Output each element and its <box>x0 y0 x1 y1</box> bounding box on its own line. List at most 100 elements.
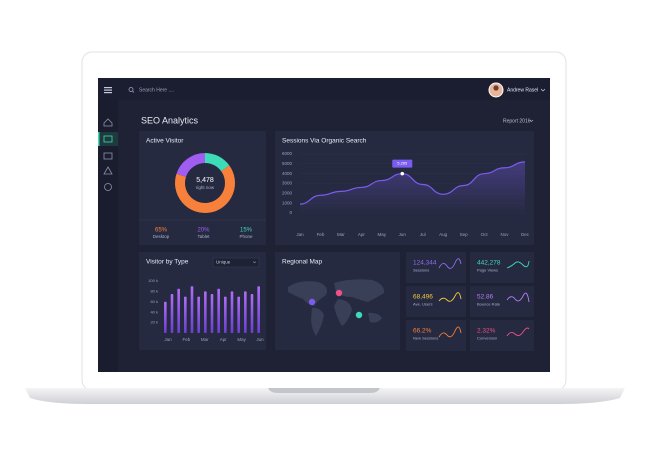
card-title: Active Visitor <box>146 138 184 145</box>
x-tick-label: Jun <box>399 232 407 237</box>
line-area <box>300 161 525 213</box>
stat-label: Sessions <box>413 268 429 273</box>
x-tick-label: May <box>378 232 387 237</box>
x-tick-label: Dec <box>521 232 530 237</box>
filter-dropdown[interactable]: Unique <box>212 257 260 268</box>
sparkline <box>438 326 462 338</box>
y-tick-label: 100 k <box>148 278 158 283</box>
filter-label: Unique <box>216 260 231 265</box>
nav-active-marker <box>98 132 100 146</box>
menu-button[interactable] <box>104 87 112 94</box>
x-tick-label: May <box>237 337 246 342</box>
legend-label: Phone <box>239 234 253 239</box>
report-selector[interactable]: Report 2016 <box>503 118 534 124</box>
x-tick-label: Jan <box>164 337 172 342</box>
x-tick-label: Mar <box>337 232 345 237</box>
y-tick-label: 5000 <box>282 161 293 166</box>
map-marker[interactable] <box>308 298 316 306</box>
line-series <box>299 161 526 205</box>
sparkline <box>506 292 530 303</box>
bar <box>237 296 240 333</box>
bar <box>197 296 200 333</box>
card-title: Regional Map <box>282 259 322 266</box>
bar <box>184 296 187 333</box>
world-map <box>288 279 385 336</box>
map-marker[interactable] <box>355 311 363 319</box>
bar <box>224 296 227 333</box>
donut-total: 5,478 <box>196 177 214 184</box>
x-tick-label: Sep <box>460 232 469 237</box>
donut-total-label: right now <box>196 185 215 190</box>
stat-tile <box>470 252 534 283</box>
stat-value: 66.2% <box>413 328 432 335</box>
stat-tile <box>406 286 466 317</box>
sparkline <box>438 258 462 269</box>
card-title: Sessions Via Organic Search <box>282 138 367 145</box>
nav-home[interactable] <box>103 118 113 127</box>
y-tick-label: 0 <box>289 210 292 215</box>
nav-active-bg <box>98 132 118 146</box>
y-tick-label: 4000 <box>282 171 293 176</box>
y-tick-label: 40 k <box>150 309 158 314</box>
tooltip-label: 5,265 <box>397 161 408 166</box>
bar <box>164 301 167 333</box>
search-placeholder: Search Here .... <box>139 87 174 93</box>
user-name: Andrew Rasel <box>507 87 538 93</box>
bar <box>244 291 247 333</box>
x-tick-label: Jan <box>296 232 304 237</box>
x-tick-label: Jul <box>420 232 426 237</box>
laptop-base <box>25 388 625 404</box>
sparkline <box>506 327 530 337</box>
legend-value: 20% <box>197 228 210 234</box>
legend-label: Tablet <box>197 234 210 239</box>
bar <box>250 294 254 333</box>
search-box[interactable]: Search Here .... <box>128 87 174 93</box>
x-tick-label: Nov <box>501 232 510 237</box>
y-tick-label: 1000 <box>282 200 293 205</box>
bar <box>170 294 174 333</box>
bar <box>177 288 180 333</box>
stat-tile <box>470 320 534 351</box>
y-tick-label: 60 k <box>150 299 158 304</box>
x-tick-label: Oct <box>481 232 489 237</box>
x-tick-label: Aug <box>439 232 448 237</box>
y-tick-label: 80 k <box>150 288 158 293</box>
donut-segment <box>204 153 230 172</box>
stat-label: Ave. Users <box>413 302 433 307</box>
tooltip-box <box>392 159 413 168</box>
bar <box>204 291 207 333</box>
stat-tile <box>470 286 534 317</box>
bar <box>257 286 260 333</box>
map-marker[interactable] <box>335 289 343 297</box>
stat-value: 2.32% <box>477 328 496 335</box>
nav-inbox[interactable] <box>103 152 113 160</box>
page-title: SEO Analytics <box>141 115 199 125</box>
x-tick-label: Feb <box>317 232 325 237</box>
report-label: Report 2016 <box>503 118 531 124</box>
stat-tile <box>406 320 466 351</box>
nav-dashboard[interactable] <box>103 135 113 143</box>
donut-segment <box>175 165 235 213</box>
bar <box>190 286 194 333</box>
bar <box>230 291 234 333</box>
topbar <box>98 78 550 100</box>
bar <box>217 288 220 333</box>
nav-reports[interactable] <box>104 183 112 191</box>
stat-value: 442,278 <box>477 260 501 267</box>
sparkline <box>438 292 462 302</box>
x-tick-label: Apr <box>358 232 366 237</box>
laptop-notch <box>268 388 380 393</box>
user-menu[interactable]: Andrew Rasel <box>488 82 546 98</box>
card-title: Visitor by Type <box>146 259 189 266</box>
stat-value: 124,344 <box>413 260 437 267</box>
x-tick-label: Feb <box>183 337 191 342</box>
tooltip-point <box>400 171 405 176</box>
nav-alerts[interactable] <box>103 166 113 175</box>
sparkline <box>506 260 530 269</box>
y-tick-label: 20 k <box>150 320 158 325</box>
y-tick-label: 3000 <box>282 181 293 186</box>
x-tick-label: Jun <box>256 337 264 342</box>
legend-value: 15% <box>240 228 253 234</box>
legend-value: 65% <box>155 228 168 234</box>
